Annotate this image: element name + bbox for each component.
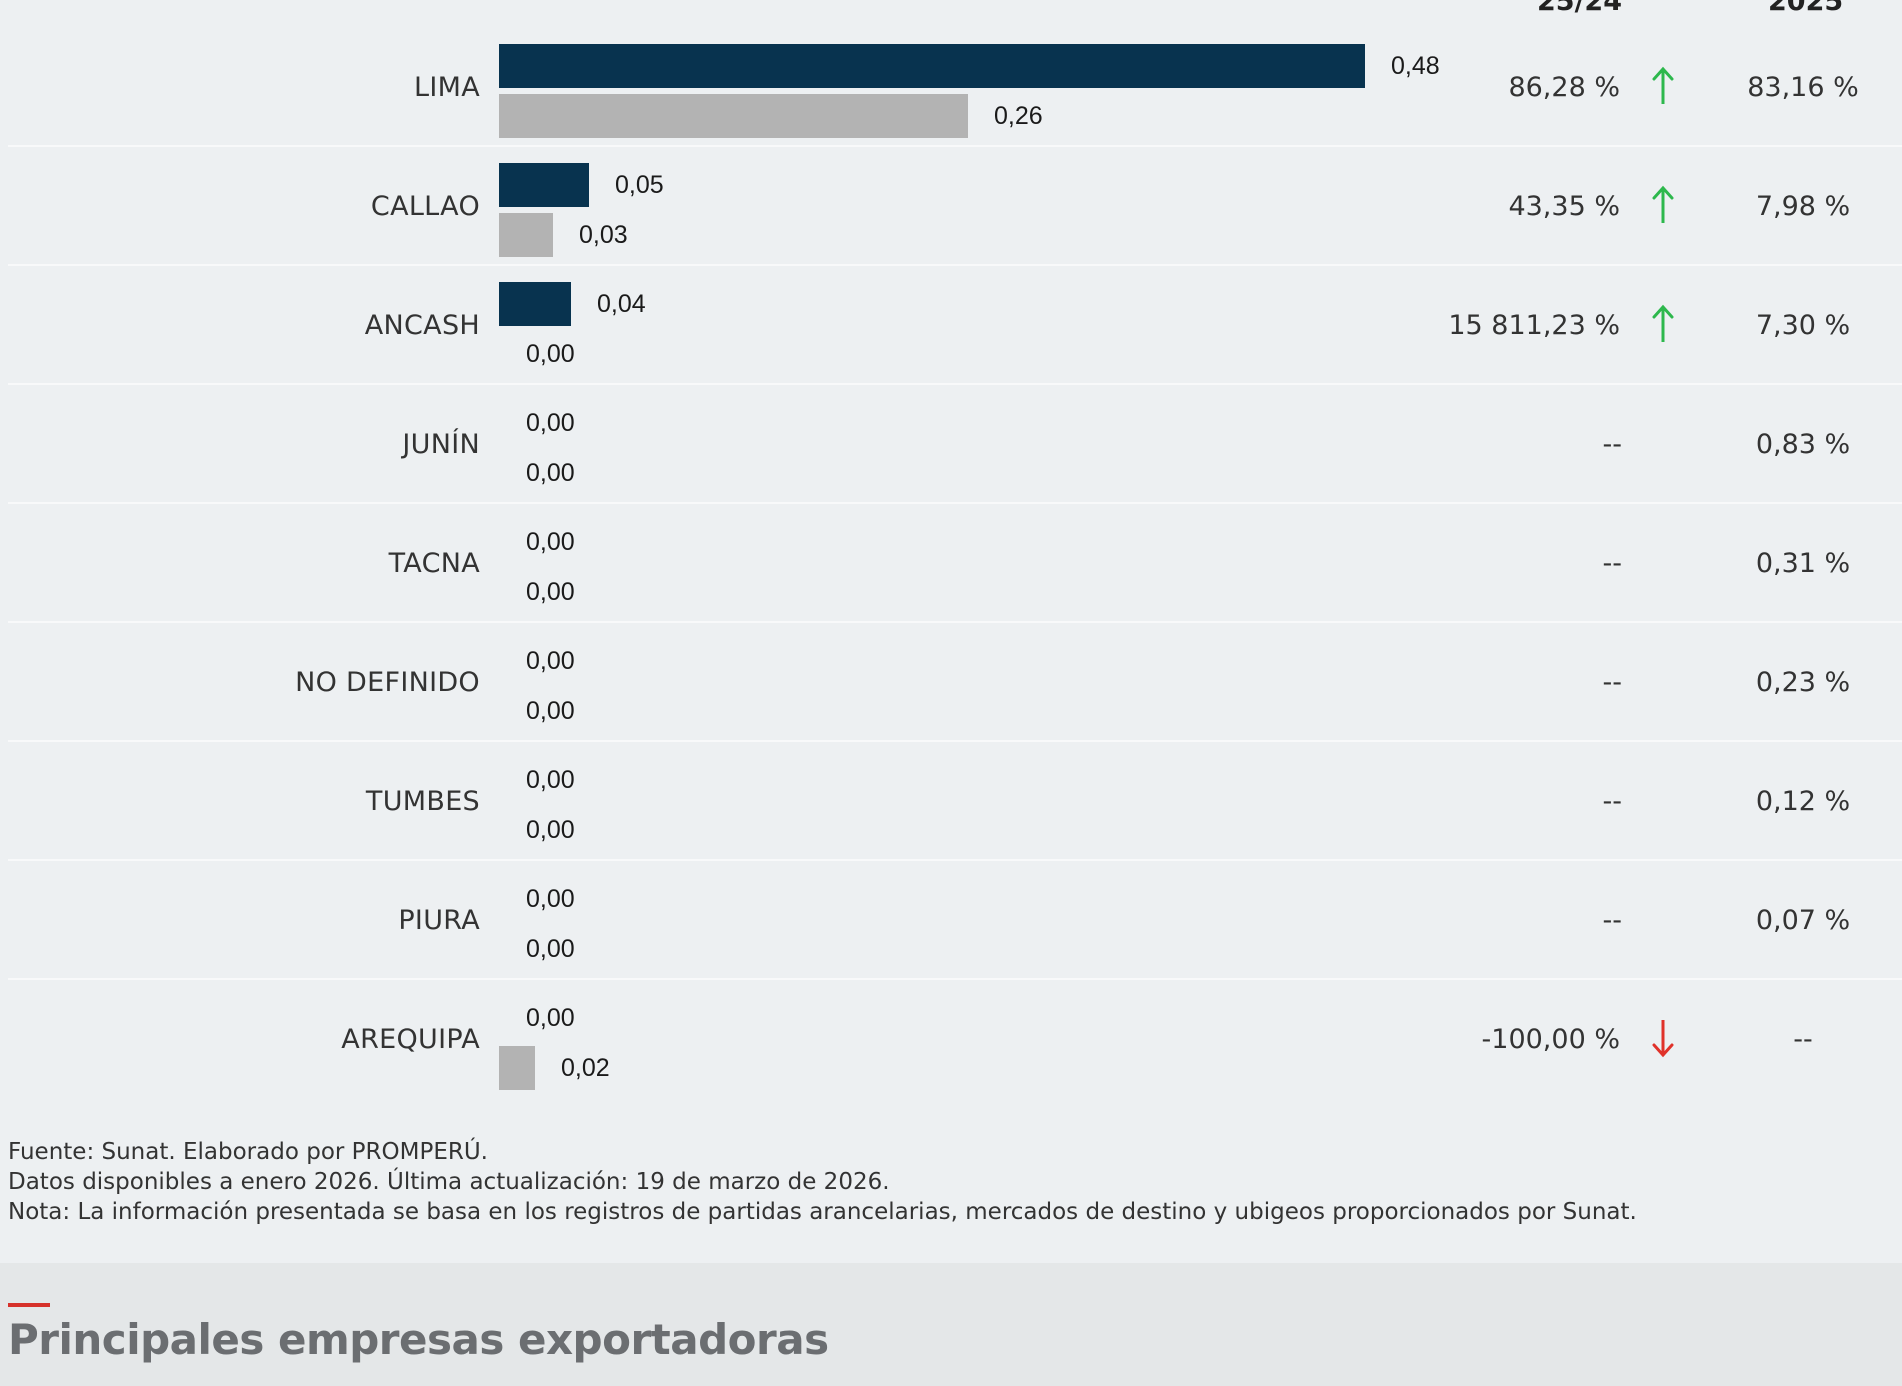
value-label-2025: 0,05 bbox=[615, 171, 664, 199]
variation-value: -- bbox=[1602, 667, 1623, 698]
value-label-2025: 0,00 bbox=[526, 409, 575, 437]
region-label: PIURA bbox=[398, 905, 480, 936]
chart-notes: Fuente: Sunat. Elaborado por PROMPERÚ. D… bbox=[8, 1137, 1637, 1227]
section-header: Principales empresas exportadoras bbox=[0, 1263, 1902, 1386]
variation-value: 43,35 % bbox=[1508, 191, 1620, 222]
bar-2024 bbox=[499, 213, 553, 257]
row-divider bbox=[8, 621, 1902, 623]
region-row: LIMA 0,48 0,26 86,28 % 83,16 % bbox=[0, 28, 1902, 147]
value-label-2025: 0,04 bbox=[597, 290, 646, 318]
region-label: ANCASH bbox=[364, 310, 480, 341]
row-divider bbox=[8, 859, 1902, 861]
source-note: Fuente: Sunat. Elaborado por PROMPERÚ. bbox=[8, 1139, 488, 1165]
value-label-2024: 0,02 bbox=[561, 1054, 610, 1082]
share-value: 83,16 % bbox=[1747, 72, 1859, 103]
data-note: Nota: La información presentada se basa … bbox=[8, 1199, 1637, 1225]
value-label-2024: 0,03 bbox=[579, 221, 628, 249]
region-row: CALLAO 0,05 0,03 43,35 % 7,98 % bbox=[0, 147, 1902, 266]
row-divider bbox=[8, 145, 1902, 147]
region-label: TUMBES bbox=[365, 786, 480, 817]
bar-2025 bbox=[499, 282, 571, 326]
region-label: NO DEFINIDO bbox=[295, 667, 480, 698]
value-label-2024: 0,00 bbox=[526, 935, 575, 963]
region-row: JUNÍN 0,00 0,00 -- 0,83 % bbox=[0, 385, 1902, 504]
availability-note: Datos disponibles a enero 2026. Última a… bbox=[8, 1169, 890, 1195]
row-divider bbox=[8, 978, 1902, 980]
value-label-2024: 0,00 bbox=[526, 340, 575, 368]
region-row: TUMBES 0,00 0,00 -- 0,12 % bbox=[0, 742, 1902, 861]
region-label: TACNA bbox=[388, 548, 480, 579]
value-label-2024: 0,00 bbox=[526, 697, 575, 725]
arrow-up-icon bbox=[1652, 66, 1674, 104]
row-divider bbox=[8, 740, 1902, 742]
row-divider bbox=[8, 383, 1902, 385]
variation-column-header: 25/24 bbox=[1537, 0, 1623, 17]
row-divider bbox=[8, 264, 1902, 266]
region-row: TACNA 0,00 0,00 -- 0,31 % bbox=[0, 504, 1902, 623]
section-title: Principales empresas exportadoras bbox=[8, 1315, 829, 1364]
bar-2024 bbox=[499, 94, 968, 138]
variation-value: 15 811,23 % bbox=[1448, 310, 1620, 341]
region-label: CALLAO bbox=[370, 191, 480, 222]
share-value: 7,98 % bbox=[1755, 191, 1851, 222]
share-value: 0,83 % bbox=[1755, 429, 1851, 460]
share-value: -- bbox=[1793, 1024, 1813, 1055]
section-accent-line bbox=[8, 1303, 50, 1307]
value-label-2024: 0,00 bbox=[526, 816, 575, 844]
share-value: 0,31 % bbox=[1755, 548, 1851, 579]
variation-value: -- bbox=[1602, 429, 1623, 460]
share-value: 0,07 % bbox=[1755, 905, 1851, 936]
arrow-up-icon bbox=[1652, 304, 1674, 342]
value-label-2025: 0,00 bbox=[526, 528, 575, 556]
value-label-2024: 0,26 bbox=[994, 102, 1043, 130]
value-label-2025: 0,48 bbox=[1391, 52, 1440, 80]
value-label-2025: 0,00 bbox=[526, 1004, 575, 1032]
value-label-2024: 0,00 bbox=[526, 578, 575, 606]
arrow-down-icon bbox=[1652, 1020, 1674, 1058]
bar-2025 bbox=[499, 163, 589, 207]
bar-2024 bbox=[499, 1046, 535, 1090]
arrow-up-icon bbox=[1652, 185, 1674, 223]
variation-value: 86,28 % bbox=[1508, 72, 1620, 103]
variation-value: -- bbox=[1602, 548, 1623, 579]
region-row: ANCASH 0,04 0,00 15 811,23 % 7,30 % bbox=[0, 266, 1902, 385]
value-label-2025: 0,00 bbox=[526, 766, 575, 794]
variation-value: -100,00 % bbox=[1481, 1024, 1620, 1055]
variation-value: -- bbox=[1602, 905, 1623, 936]
share-value: 0,12 % bbox=[1755, 786, 1851, 817]
region-row: AREQUIPA 0,00 0,02 -100,00 % -- bbox=[0, 980, 1902, 1099]
value-label-2024: 0,00 bbox=[526, 459, 575, 487]
variation-value: -- bbox=[1602, 786, 1623, 817]
regions-bar-chart: LIMA 0,48 0,26 86,28 % 83,16 % CALLAO 0,05 0,03… bbox=[0, 28, 1902, 1099]
value-label-2025: 0,00 bbox=[526, 885, 575, 913]
row-divider bbox=[8, 502, 1902, 504]
region-row: NO DEFINIDO 0,00 0,00 -- 0,23 % bbox=[0, 623, 1902, 742]
share-column-header: 2025 bbox=[1768, 0, 1844, 17]
region-label: AREQUIPA bbox=[341, 1024, 480, 1055]
region-label: LIMA bbox=[414, 72, 480, 103]
region-row: PIURA 0,00 0,00 -- 0,07 % bbox=[0, 861, 1902, 980]
bar-2025 bbox=[499, 44, 1365, 88]
value-label-2025: 0,00 bbox=[526, 647, 575, 675]
share-value: 0,23 % bbox=[1755, 667, 1851, 698]
share-value: 7,30 % bbox=[1755, 310, 1851, 341]
region-label: JUNÍN bbox=[402, 429, 480, 460]
